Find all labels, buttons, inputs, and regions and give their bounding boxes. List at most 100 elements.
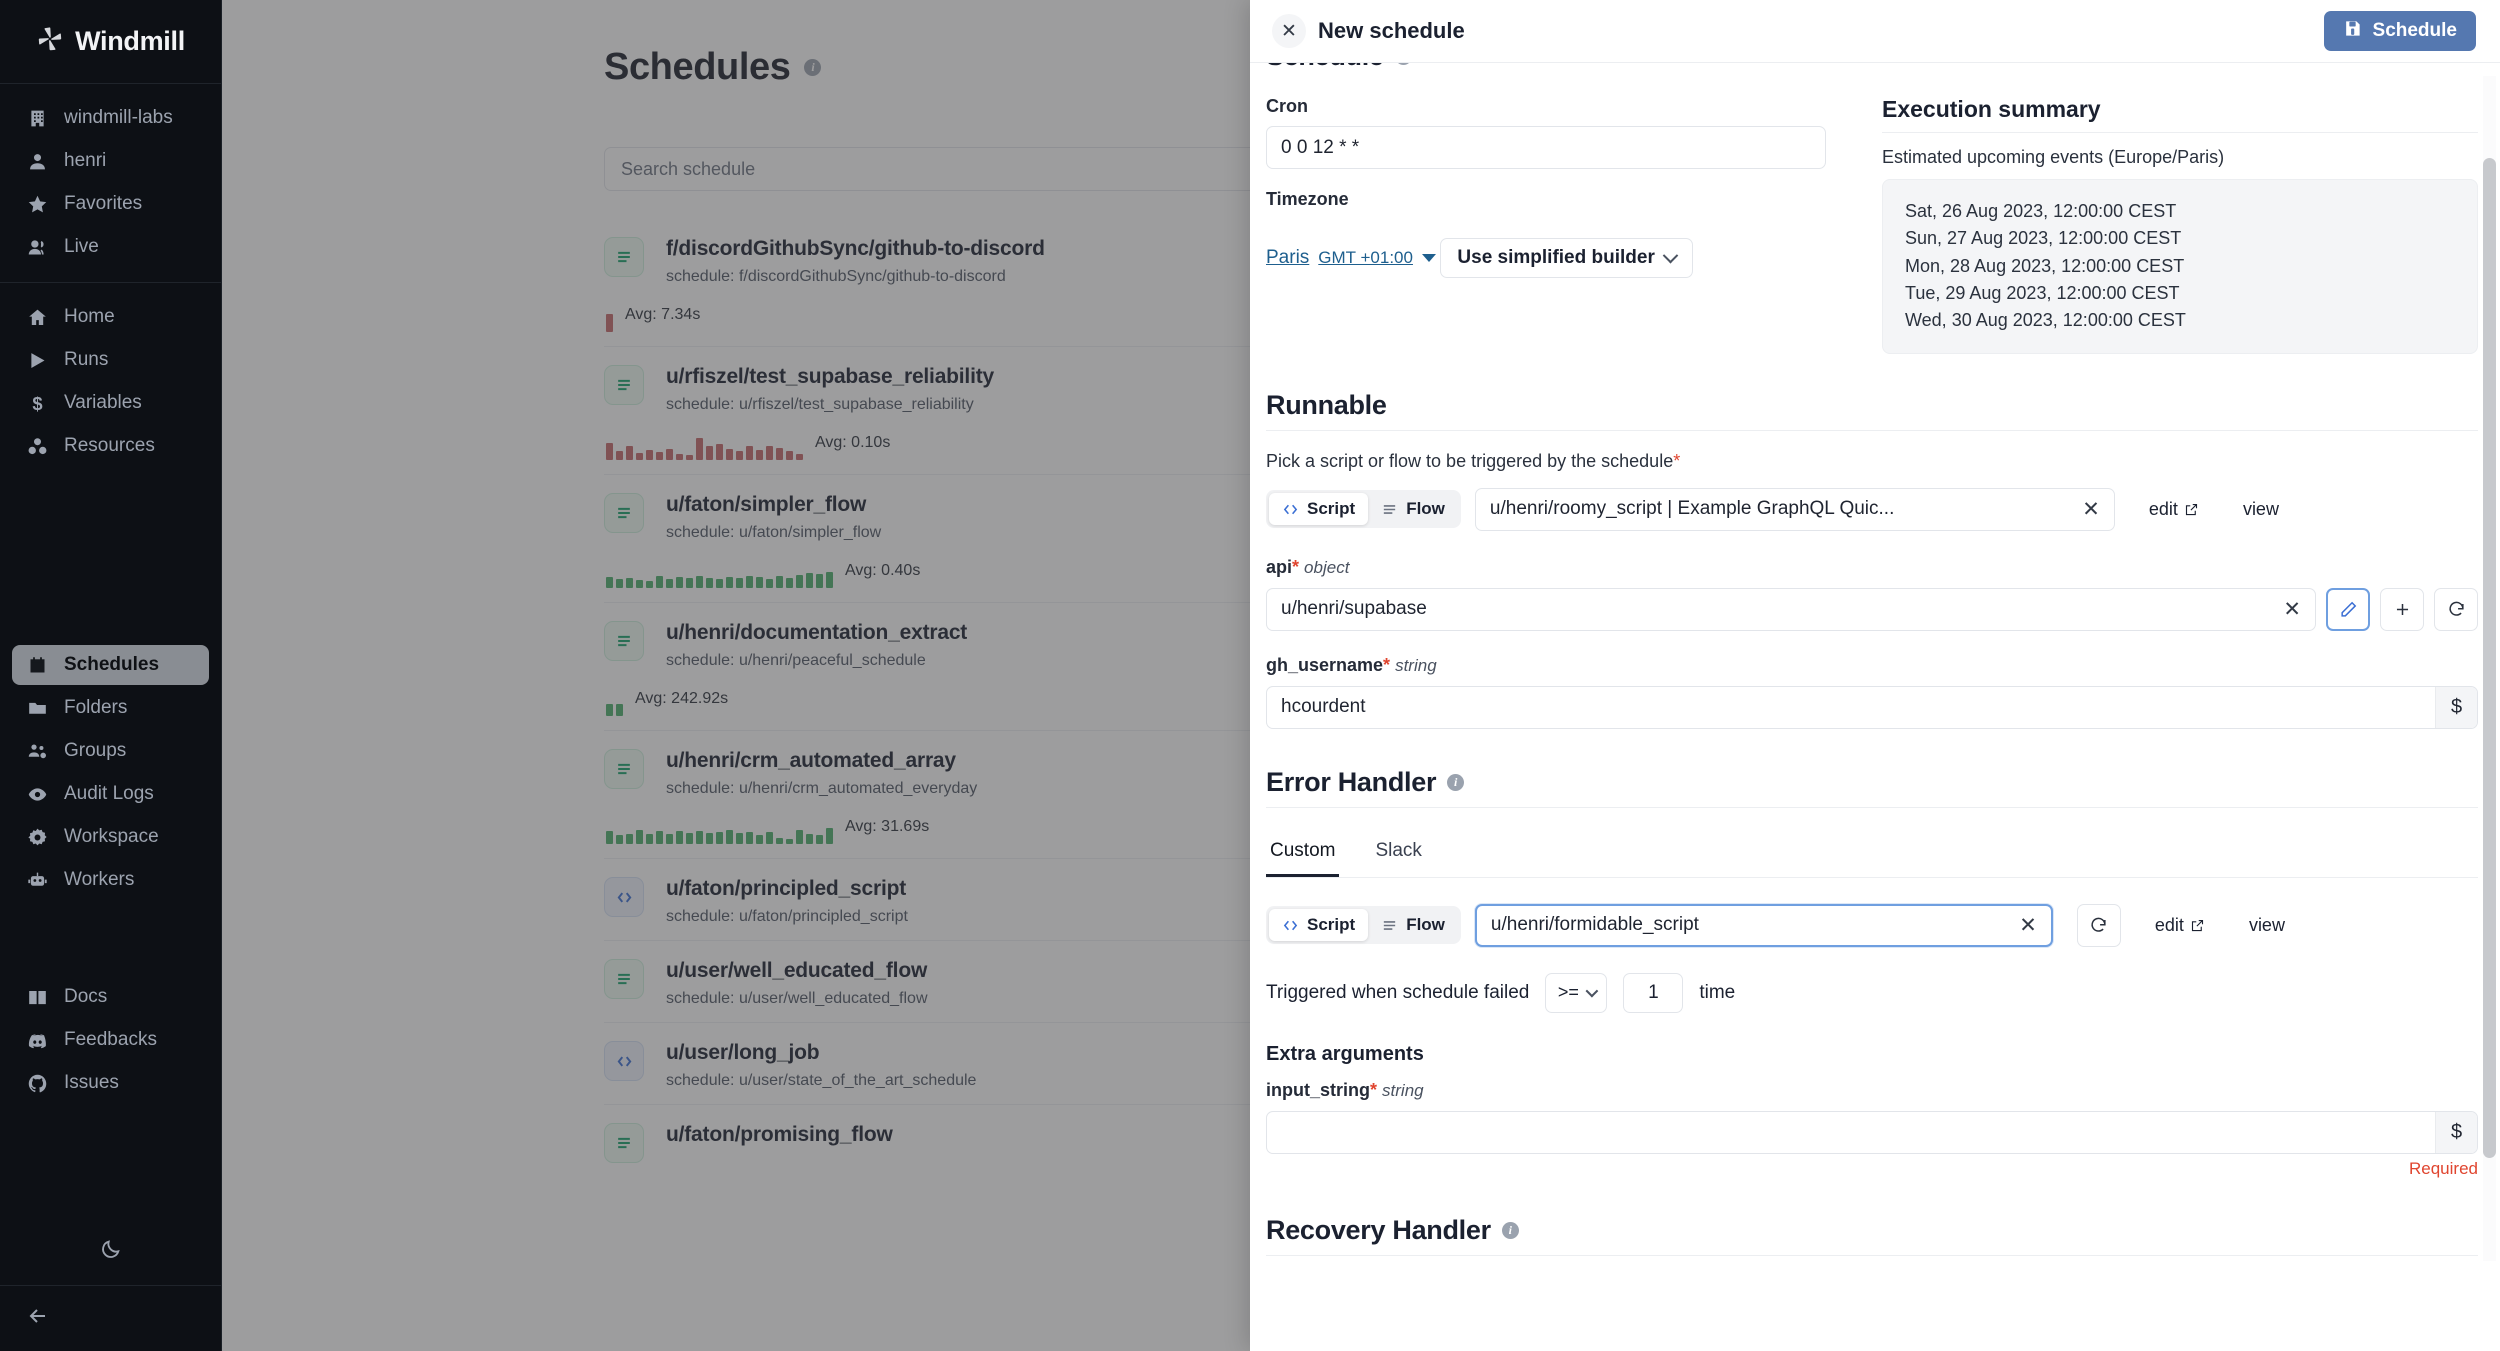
arg-api-refresh-button[interactable] (2434, 587, 2478, 631)
sidebar-item-label: Workers (64, 869, 135, 890)
clear-icon[interactable]: ✕ (2082, 497, 2100, 521)
chevron-down-icon (1585, 985, 1599, 998)
sidebar-item-label: Groups (64, 740, 127, 761)
error-handler-edit-link[interactable]: edit (2155, 915, 2205, 936)
variable-picker-icon[interactable]: $ (2435, 686, 2477, 728)
sidebar-item-home[interactable]: Home (12, 297, 209, 337)
eh-toggle-script-label: Script (1307, 915, 1356, 935)
tab-slack[interactable]: Slack (1371, 830, 1425, 877)
error-handler-view-link[interactable]: view (2249, 915, 2285, 936)
info-icon[interactable]: i (1394, 63, 1412, 65)
arg-api-edit-button[interactable] (2326, 587, 2370, 631)
clear-icon[interactable]: ✕ (2283, 597, 2301, 621)
svg-text:$: $ (32, 393, 42, 414)
info-icon[interactable]: i (1447, 773, 1465, 791)
sidebar-item-workers[interactable]: Workers (12, 860, 209, 900)
variable-picker-icon[interactable]: $ (2435, 1111, 2477, 1153)
group-icon (26, 740, 48, 762)
sidebar-item-label: Audit Logs (64, 783, 154, 804)
sidebar-item-label: Schedules (64, 654, 160, 675)
use-simplified-builder-button[interactable]: Use simplified builder (1440, 238, 1693, 278)
arg-api-add-button[interactable] (2380, 587, 2424, 631)
sidebar-item-user[interactable]: henri (12, 141, 209, 181)
eh-toggle-script-option[interactable]: Script (1269, 909, 1369, 942)
theme-toggle[interactable] (0, 1224, 221, 1285)
toggle-script-option[interactable]: Script (1269, 493, 1369, 526)
runnable-view-label: view (2242, 498, 2279, 519)
sidebar-help-group: Docs Feedbacks Issues (0, 963, 221, 1118)
execution-event: Tue, 29 Aug 2023, 12:00:00 CEST (1905, 283, 2180, 304)
sidebar-item-live[interactable]: Live (12, 227, 209, 267)
schedule-section-title: Schedule (1266, 63, 1384, 72)
sidebar-item-variables[interactable]: $ Variables (12, 383, 209, 423)
eh-view-label: view (2248, 914, 2285, 935)
sidebar-item-resources[interactable]: Resources (12, 426, 209, 466)
sidebar-collapse-button[interactable] (0, 1285, 221, 1351)
code-icon (1283, 920, 1298, 931)
sidebar: Windmill windmill-labs henri Favorites (0, 0, 222, 1351)
eh-toggle-flow-option[interactable]: Flow (1368, 909, 1458, 941)
sidebar-item-workspace[interactable]: windmill-labs (12, 98, 209, 138)
sidebar-item-label: Folders (64, 697, 128, 718)
toggle-flow-label: Flow (1406, 499, 1445, 519)
runnable-edit-link[interactable]: edit (2149, 499, 2199, 520)
brand-logo[interactable]: Windmill (0, 0, 221, 84)
drawer-header: ✕ New schedule Schedule (1250, 0, 2500, 63)
extra-arg-label: input_string* string (1266, 1080, 2478, 1101)
trigger-operator-value: >= (1557, 982, 1579, 1003)
sidebar-workspace-label: windmill-labs (64, 107, 173, 128)
error-handler-picker-value: u/henri/formidable_script (1490, 914, 1699, 936)
users-icon (26, 236, 48, 258)
folder-icon (26, 697, 48, 719)
extra-arg-type: string (1382, 1080, 1424, 1100)
sidebar-item-favorites[interactable]: Favorites (12, 184, 209, 224)
toggle-flow-option[interactable]: Flow (1368, 493, 1458, 525)
runnable-section-title-row: Runnable (1266, 390, 2478, 421)
schedule-save-button[interactable]: Schedule (2323, 11, 2476, 51)
cron-input[interactable]: 0 0 12 * * (1266, 126, 1826, 169)
save-icon (2343, 19, 2362, 44)
arg-api-input[interactable]: u/henri/supabase ✕ (1266, 587, 2316, 631)
error-handler-tabs: Custom Slack (1266, 830, 2478, 878)
extra-arg-input[interactable] (1266, 1110, 2478, 1154)
required-mark: * (1370, 1079, 1378, 1100)
cron-value: 0 0 12 * * (1281, 136, 1360, 158)
sidebar-item-audit-logs[interactable]: Audit Logs (12, 774, 209, 814)
error-handler-picker-row: Script Flow u/henri/formidable_script ✕ (1266, 903, 2478, 947)
sidebar-item-label: Variables (64, 392, 142, 413)
arg-gh-username-input[interactable]: hcourdent (1266, 685, 2478, 729)
sidebar-item-docs[interactable]: Docs (12, 977, 209, 1017)
error-handler-picker-input[interactable]: u/henri/formidable_script ✕ (1474, 903, 2053, 947)
toggle-script-label: Script (1307, 499, 1356, 519)
timezone-select[interactable]: Paris GMT +01:00 (1266, 247, 1436, 269)
arg-api-name: api (1266, 556, 1293, 577)
calendar-icon (26, 654, 48, 676)
trigger-count-input[interactable]: 1 (1623, 972, 1684, 1013)
drawer-scrollbar-thumb[interactable] (2483, 158, 2496, 1158)
sidebar-item-folders[interactable]: Folders (12, 688, 209, 728)
error-handler-refresh-button[interactable] (2076, 903, 2121, 947)
timezone-city: Paris (1266, 247, 1310, 268)
info-icon[interactable]: i (1501, 1221, 1519, 1239)
clear-icon[interactable]: ✕ (2019, 913, 2037, 937)
sidebar-item-runs[interactable]: Runs (12, 340, 209, 380)
close-icon[interactable]: ✕ (1272, 14, 1306, 48)
runnable-picker-input[interactable]: u/henri/roomy_script | Example GraphQL Q… (1474, 487, 2115, 531)
error-handler-title-row: Error Handler i (1266, 767, 2478, 798)
sidebar-item-label: Docs (64, 986, 108, 1007)
required-mark: * (1383, 654, 1391, 675)
runnable-view-link[interactable]: view (2243, 499, 2279, 520)
robot-icon (26, 869, 48, 891)
arrow-left-icon (26, 1309, 50, 1332)
sidebar-item-issues[interactable]: Issues (12, 1063, 209, 1103)
tab-custom-label: Custom (1270, 839, 1336, 861)
sidebar-item-workspace-settings[interactable]: Workspace (12, 817, 209, 857)
sidebar-item-feedbacks[interactable]: Feedbacks (12, 1020, 209, 1060)
tab-custom[interactable]: Custom (1266, 830, 1340, 877)
sidebar-item-schedules[interactable]: Schedules (12, 645, 209, 685)
sidebar-item-groups[interactable]: Groups (12, 731, 209, 771)
trigger-operator-select[interactable]: >= (1545, 972, 1608, 1013)
dollar-label: $ (2450, 1120, 2463, 1143)
chevron-down-icon (1662, 247, 1679, 263)
arg-api-label: api* object (1266, 557, 2478, 578)
